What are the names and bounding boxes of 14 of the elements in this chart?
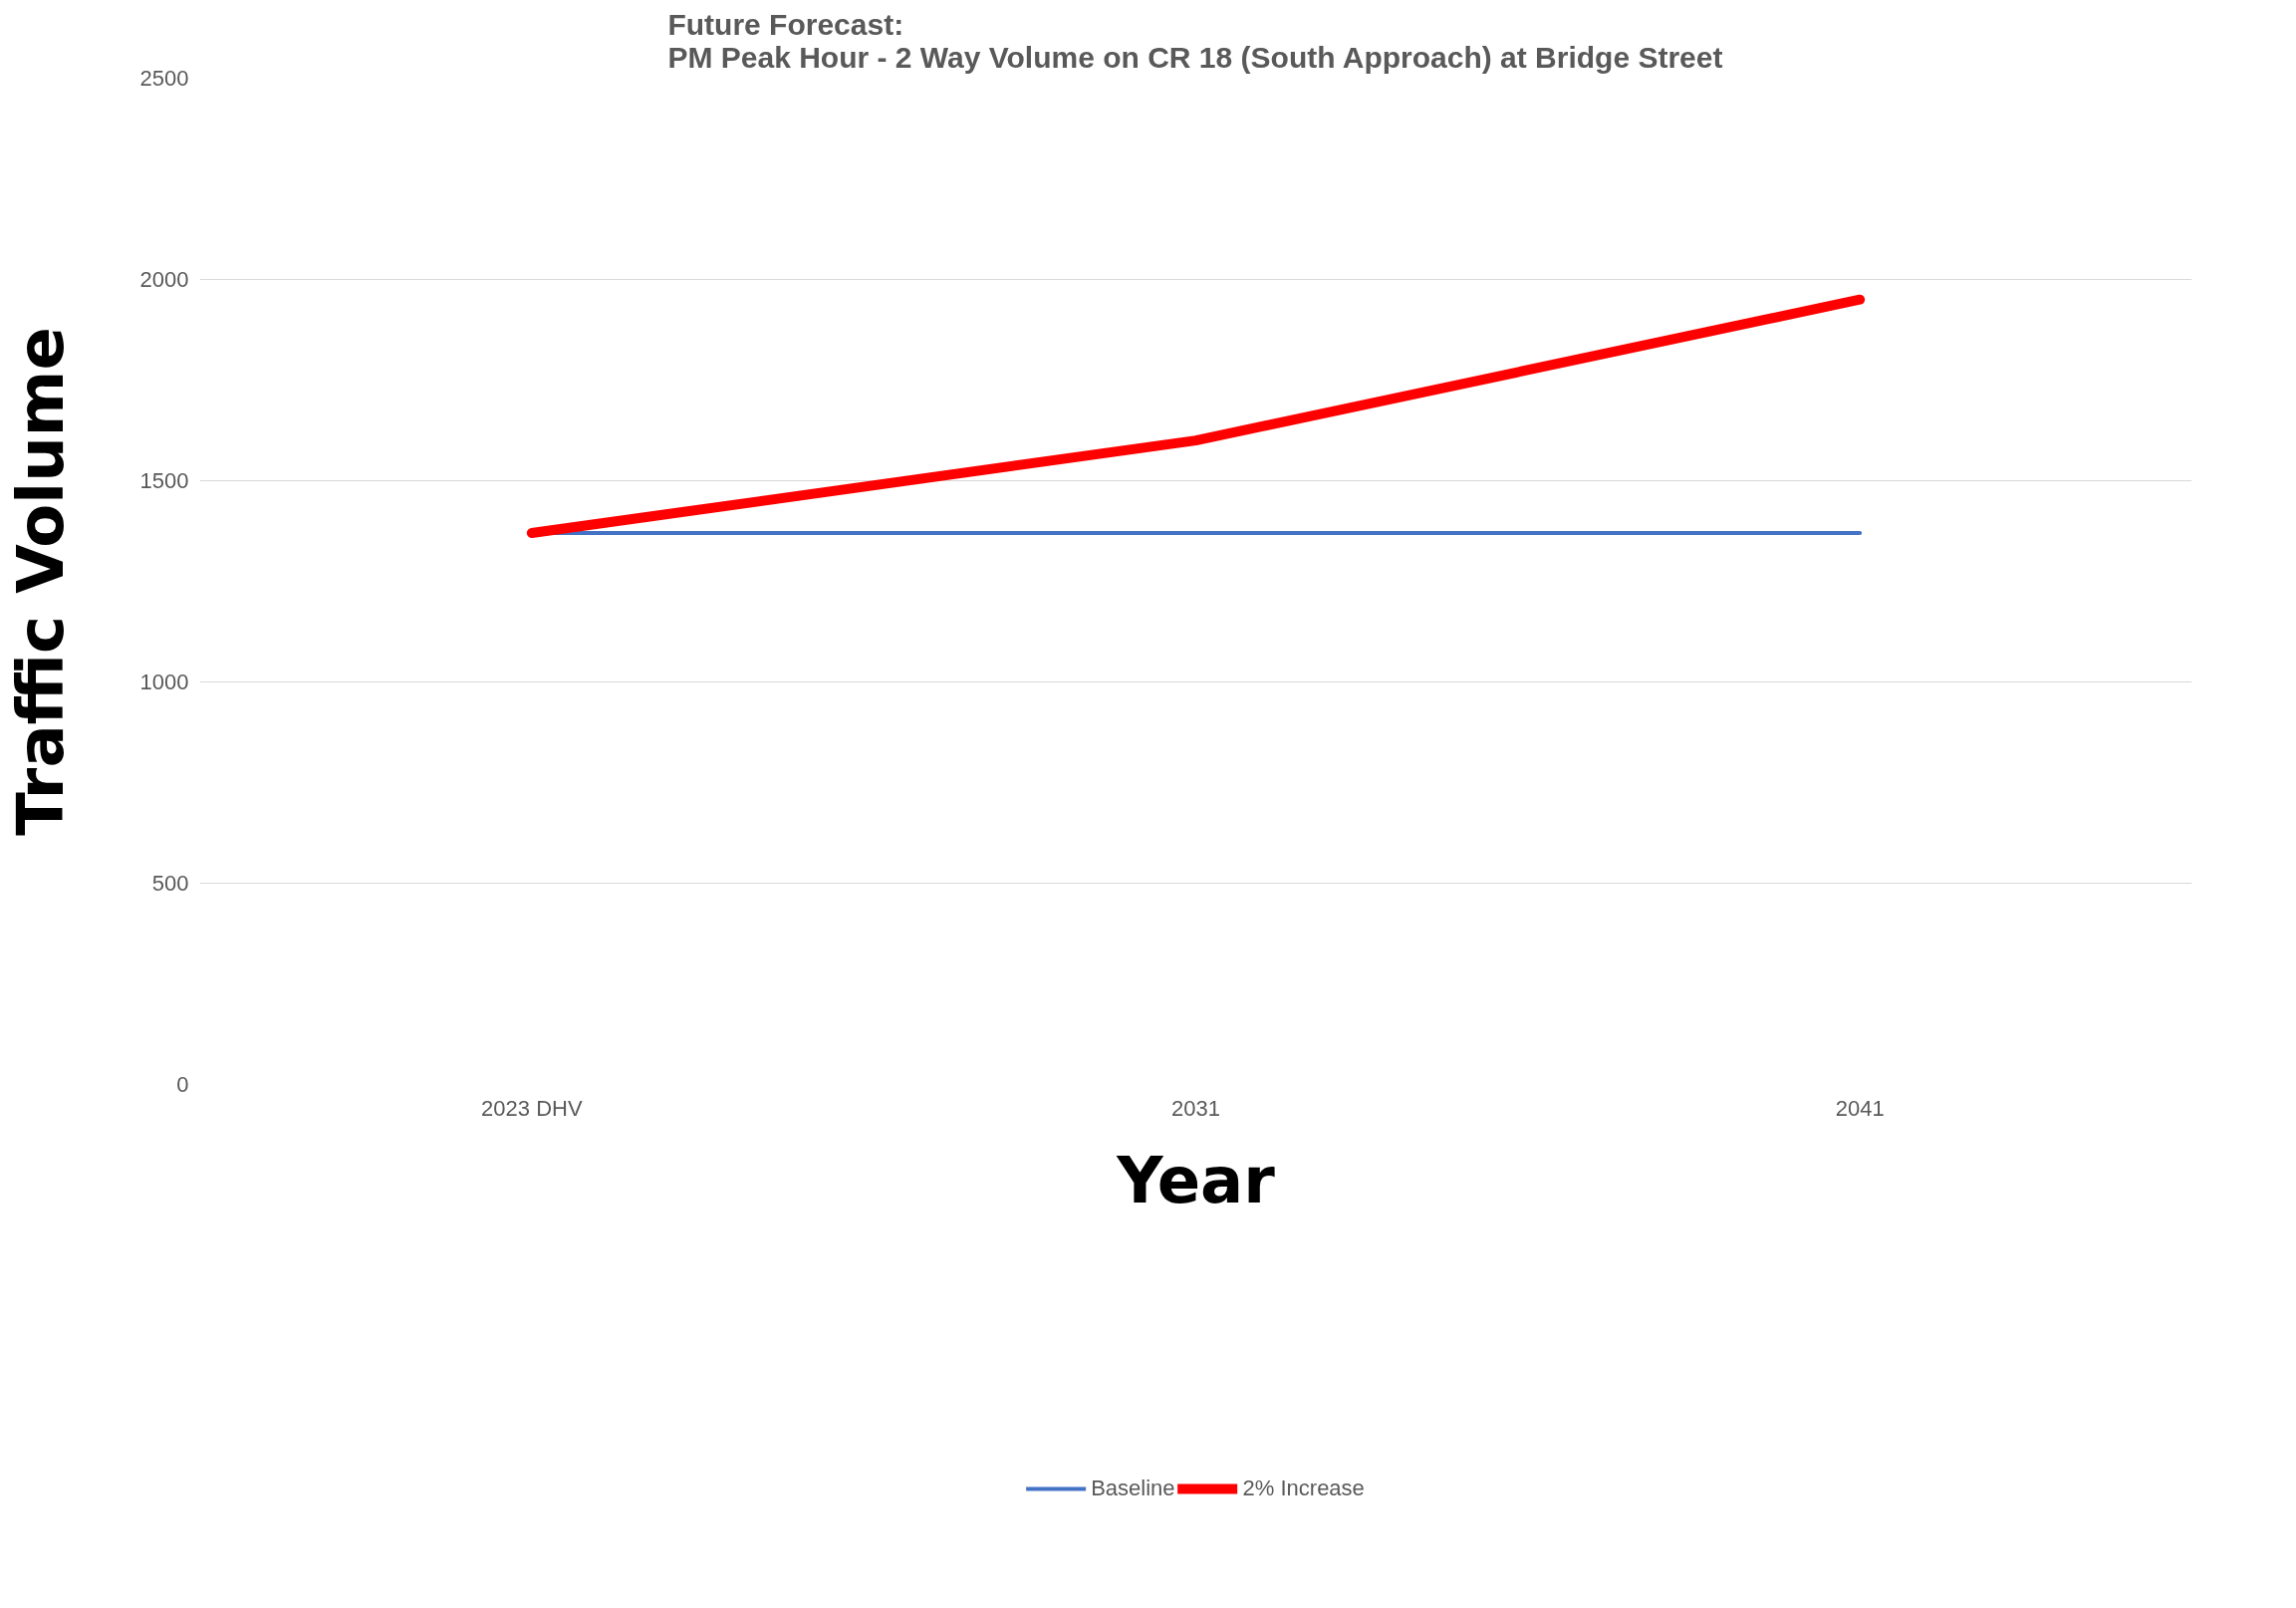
y-tick-label: 2500: [139, 66, 189, 91]
legend-label: 2% Increase: [1242, 1475, 1365, 1501]
x-tick-label: 2041: [1835, 1095, 1885, 1121]
legend-label: Baseline: [1091, 1475, 1175, 1501]
x-axis-title: Year: [1116, 1143, 1276, 1217]
y-tick-label: 500: [151, 871, 189, 896]
x-tick-label: 2023 DHV: [481, 1095, 583, 1121]
y-tick-label: 2000: [139, 267, 189, 292]
y-tick-label: 0: [176, 1072, 189, 1097]
y-axis-title: Traffic Volume: [3, 327, 78, 836]
y-tick-label: 1000: [139, 670, 189, 694]
y-tick-label: 1500: [139, 468, 189, 493]
x-tick-label: 2031: [1171, 1095, 1220, 1121]
chart-title: Future Forecast: PM Peak Hour - 2 Way Volume on CR 18 (South Approach) at Bridge Street: [667, 7, 1723, 74]
